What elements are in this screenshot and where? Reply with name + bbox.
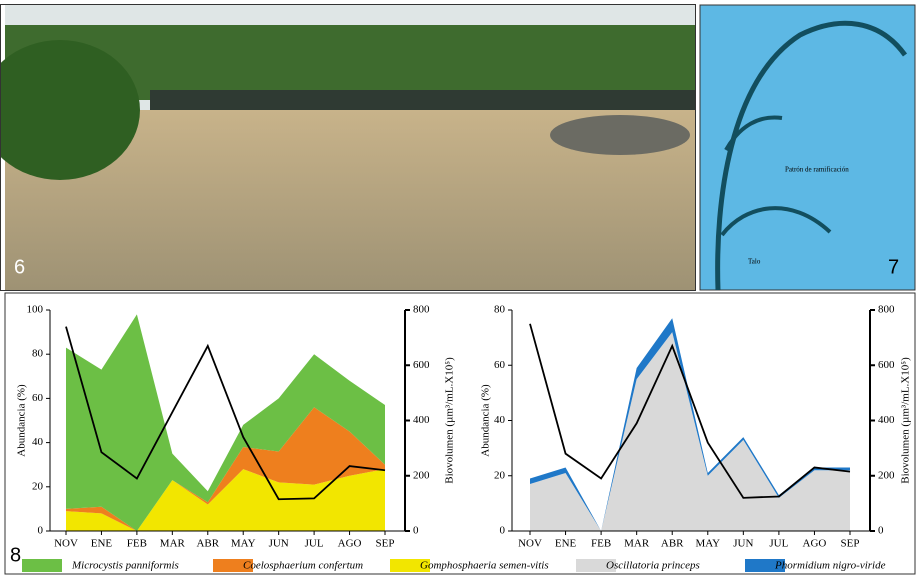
photo-river	[0, 5, 696, 291]
figure: 6 Patrón de ramificación Talo 7 8 Gompho…	[0, 0, 917, 575]
y2-tick-label: 200	[413, 469, 430, 481]
legend-label: Coelosphaerium confertum	[243, 560, 363, 572]
y-tick-label: 100	[27, 304, 44, 316]
y-axis-title: Abundancia (%)	[16, 384, 28, 457]
panel-label: 6	[14, 256, 25, 278]
x-tick-label: AGO	[803, 538, 827, 550]
x-tick-label: ABR	[196, 538, 219, 550]
x-tick-label: NOV	[54, 538, 78, 550]
x-tick-label: ENE	[555, 538, 577, 550]
y2-tick-label: 400	[413, 414, 430, 426]
x-tick-label: JUL	[305, 538, 324, 550]
x-tick-label: MAR	[160, 538, 186, 550]
legend-label: Phormidium nigro-viride	[774, 560, 886, 572]
y2-tick-label: 600	[413, 359, 430, 371]
x-tick-label: JUN	[733, 538, 753, 550]
x-tick-label: MAY	[695, 538, 720, 550]
x-tick-label: MAR	[624, 538, 650, 550]
legend-label: Microcystis panniformis	[71, 560, 179, 572]
y-tick-label: 60	[32, 392, 44, 404]
y-tick-label: 80	[494, 304, 506, 316]
x-tick-label: SEP	[841, 538, 860, 550]
panel-label: 8	[10, 544, 21, 566]
y2-axis-title: Biovolumen (µm³/mL.X10⁵)	[900, 357, 912, 484]
y2-tick-label: 600	[878, 359, 895, 371]
annotation: Talo	[748, 258, 761, 266]
y-tick-label: 0	[38, 525, 44, 537]
y2-tick-label: 400	[878, 414, 895, 426]
y2-tick-label: 0	[878, 525, 884, 537]
x-tick-label: AGO	[338, 538, 362, 550]
panel-label: 7	[888, 256, 899, 278]
y-tick-label: 40	[494, 414, 506, 426]
y-tick-label: 60	[494, 359, 506, 371]
photo-micrograph	[700, 5, 915, 290]
x-tick-label: MAY	[231, 538, 256, 550]
y2-tick-label: 0	[413, 525, 419, 537]
legend-label: Oscillatoria princeps	[606, 560, 700, 572]
x-tick-label: ABR	[661, 538, 684, 550]
x-tick-label: SEP	[376, 538, 395, 550]
y2-tick-label: 800	[413, 304, 430, 316]
x-tick-label: JUL	[769, 538, 788, 550]
annotation: Patrón de ramificación	[785, 166, 849, 174]
y-tick-label: 40	[32, 436, 44, 448]
area	[530, 332, 850, 531]
y-axis-title: Abundancia (%)	[480, 384, 492, 457]
legend-swatch	[22, 559, 62, 572]
x-tick-label: NOV	[518, 538, 542, 550]
y-tick-label: 20	[494, 469, 506, 481]
x-tick-label: ENE	[91, 538, 113, 550]
x-tick-label: FEB	[591, 538, 611, 550]
y-tick-label: 80	[32, 348, 44, 360]
y2-axis-title: Biovolumen (µm³/mL.X10⁵)	[444, 357, 456, 484]
legend-label: Gomphosphaeria semen-vitis	[420, 560, 549, 572]
x-tick-label: JUN	[269, 538, 289, 550]
y2-tick-label: 200	[878, 469, 895, 481]
y2-tick-label: 800	[878, 304, 895, 316]
y-tick-label: 0	[500, 525, 506, 537]
y-tick-label: 20	[32, 480, 44, 492]
x-tick-label: FEB	[127, 538, 147, 550]
